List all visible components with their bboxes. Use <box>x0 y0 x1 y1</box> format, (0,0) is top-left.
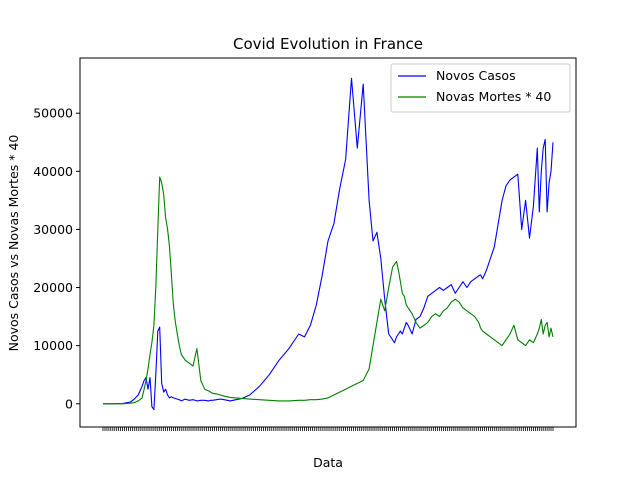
y-axis-title: Novos Casos vs Novas Mortes * 40 <box>6 135 21 352</box>
legend-label-novos-casos: Novos Casos <box>436 68 516 83</box>
legend-label-novas-mortes: Novas Mortes * 40 <box>436 89 551 104</box>
y-tick-label: 30000 <box>33 222 73 237</box>
x-axis-title: Data <box>313 455 343 470</box>
y-tick-label: 20000 <box>33 280 73 295</box>
y-tick-label: 0 <box>65 396 73 411</box>
legend: Novos Casos Novas Mortes * 40 <box>390 63 571 113</box>
y-axis: 0 10000 20000 30000 40000 50000 <box>33 106 80 411</box>
series-line-novas-mortes-40 <box>103 176 554 405</box>
series-lines <box>103 77 554 411</box>
x-axis <box>102 427 554 431</box>
chart-title: Covid Evolution in France <box>233 35 423 53</box>
y-tick-label: 50000 <box>33 106 73 121</box>
y-tick-label: 40000 <box>33 164 73 179</box>
series-line-novos-casos <box>103 77 554 411</box>
y-tick-label: 10000 <box>33 338 73 353</box>
legend-box <box>390 63 571 113</box>
